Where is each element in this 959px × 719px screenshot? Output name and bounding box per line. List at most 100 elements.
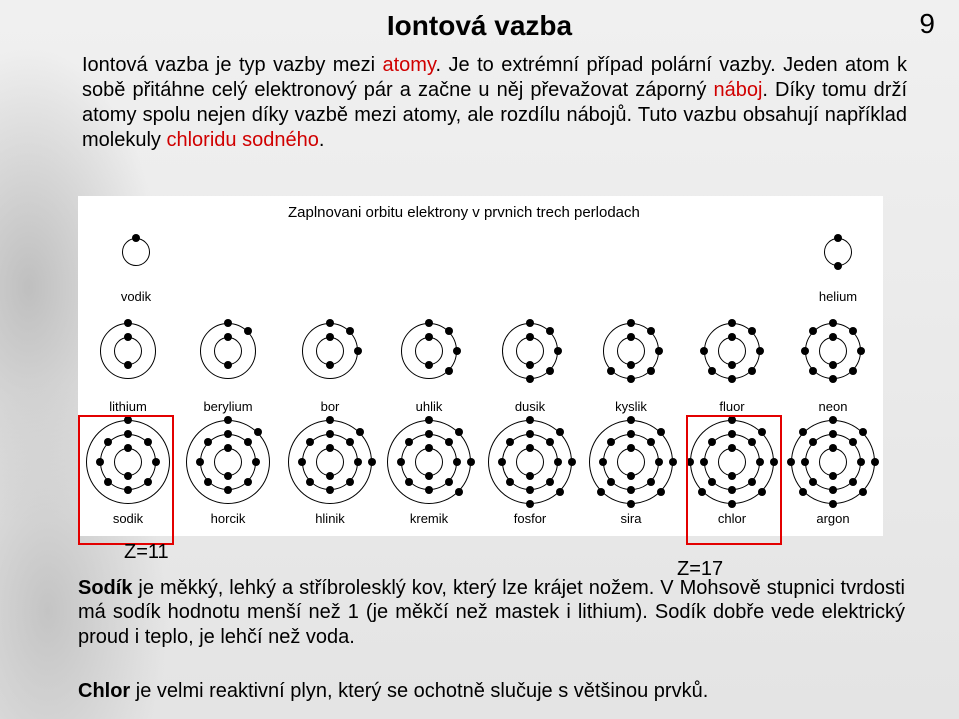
electron — [224, 319, 232, 327]
diagram-row-1: vodik helium — [78, 220, 883, 304]
z11-label: Z=11 — [124, 541, 169, 564]
sodik-bold: Sodík — [78, 577, 132, 599]
atom-fosfor: fosfor — [482, 418, 578, 526]
atom-label: kyslik — [583, 399, 679, 414]
electron — [627, 319, 635, 327]
electron — [453, 347, 461, 355]
electron — [756, 347, 764, 355]
electron — [356, 428, 364, 436]
atom-label: bor — [282, 399, 378, 414]
intro-t1: Iontová vazba je typ vazby mezi — [82, 54, 383, 76]
atom-kremik: kremik — [381, 418, 477, 526]
electron — [748, 367, 756, 375]
atom-label: uhlik — [381, 399, 477, 414]
electron — [254, 428, 262, 436]
atom-argon: argon — [785, 418, 881, 526]
electron — [748, 327, 756, 335]
intro-t4: . — [319, 129, 325, 151]
electron — [834, 262, 842, 270]
electron — [445, 327, 453, 335]
electron — [829, 416, 837, 424]
atom-label: horcik — [180, 511, 276, 526]
atom-label: berylium — [180, 399, 276, 414]
intro-atomy: atomy — [383, 54, 436, 76]
atom-label: vodik — [88, 289, 184, 304]
atom-neon: neon — [785, 308, 881, 414]
atom-uhlik: uhlik — [381, 308, 477, 414]
atom-label: argon — [785, 511, 881, 526]
atom-label: fosfor — [482, 511, 578, 526]
chlor-paragraph: Chlor je velmi reaktivní plyn, který se … — [78, 680, 905, 703]
electron — [708, 367, 716, 375]
chlor-text: je velmi reaktivní plyn, který se ochotn… — [130, 680, 708, 702]
electron — [647, 367, 655, 375]
intro-naboj: náboj — [713, 79, 762, 101]
electron — [799, 488, 807, 496]
electron — [607, 367, 615, 375]
sodium-paragraph: Sodík je měkký, lehký a stříbrolesklý ko… — [78, 576, 905, 649]
electron — [425, 319, 433, 327]
electron — [627, 416, 635, 424]
electron — [657, 428, 665, 436]
electron — [801, 347, 809, 355]
electron — [455, 428, 463, 436]
electron — [368, 458, 376, 466]
atom-dusik: dusik — [482, 308, 578, 414]
electron — [425, 416, 433, 424]
electron — [526, 319, 534, 327]
highlight-chlor — [686, 415, 782, 545]
electron — [834, 234, 842, 242]
atom-berylium: berylium — [180, 308, 276, 414]
electron — [526, 500, 534, 508]
diagram-row-2: lithium berylium boruhlik dusik kyslik fluorn… — [78, 308, 883, 414]
electron — [871, 458, 879, 466]
highlight-sodik — [78, 415, 174, 545]
electron — [124, 319, 132, 327]
electron — [627, 375, 635, 383]
atom-hlinik: hlinik — [282, 418, 378, 526]
intro-chlorid: chloridu sodného — [166, 129, 318, 151]
electron — [728, 375, 736, 383]
atom-label: helium — [790, 289, 886, 304]
electron — [647, 327, 655, 335]
electron — [346, 327, 354, 335]
atom-vodik: vodik — [88, 220, 184, 304]
electron — [859, 428, 867, 436]
atom-label: sira — [583, 511, 679, 526]
electron — [546, 367, 554, 375]
atom-label: dusik — [482, 399, 578, 414]
atom-horcik: horcik — [180, 418, 276, 526]
electron — [700, 347, 708, 355]
atom-bor: bor — [282, 308, 378, 414]
electron — [657, 488, 665, 496]
electron — [809, 367, 817, 375]
atom-lithium: lithium — [80, 308, 176, 414]
electron — [669, 458, 677, 466]
electron — [859, 488, 867, 496]
atom-sira: sira — [583, 418, 679, 526]
electron — [354, 347, 362, 355]
orbit — [122, 238, 150, 266]
atom-label: hlinik — [282, 511, 378, 526]
atom-helium: helium — [790, 220, 886, 304]
atom-fluor: fluor — [684, 308, 780, 414]
electron — [546, 327, 554, 335]
electron — [554, 347, 562, 355]
electron — [857, 347, 865, 355]
electron — [445, 367, 453, 375]
electron — [849, 367, 857, 375]
intro-paragraph: Iontová vazba je typ vazby mezi atomy. J… — [82, 53, 907, 153]
electron — [132, 234, 140, 242]
electron — [728, 319, 736, 327]
electron — [829, 500, 837, 508]
electron — [627, 500, 635, 508]
electron — [526, 416, 534, 424]
electron — [326, 416, 334, 424]
atom-label: neon — [785, 399, 881, 414]
electron — [655, 347, 663, 355]
diagram-title: Zaplnovani orbitu elektrony v prvnich tr… — [288, 204, 640, 221]
electron — [326, 319, 334, 327]
electron — [467, 458, 475, 466]
electron — [526, 375, 534, 383]
atom-label: fluor — [684, 399, 780, 414]
